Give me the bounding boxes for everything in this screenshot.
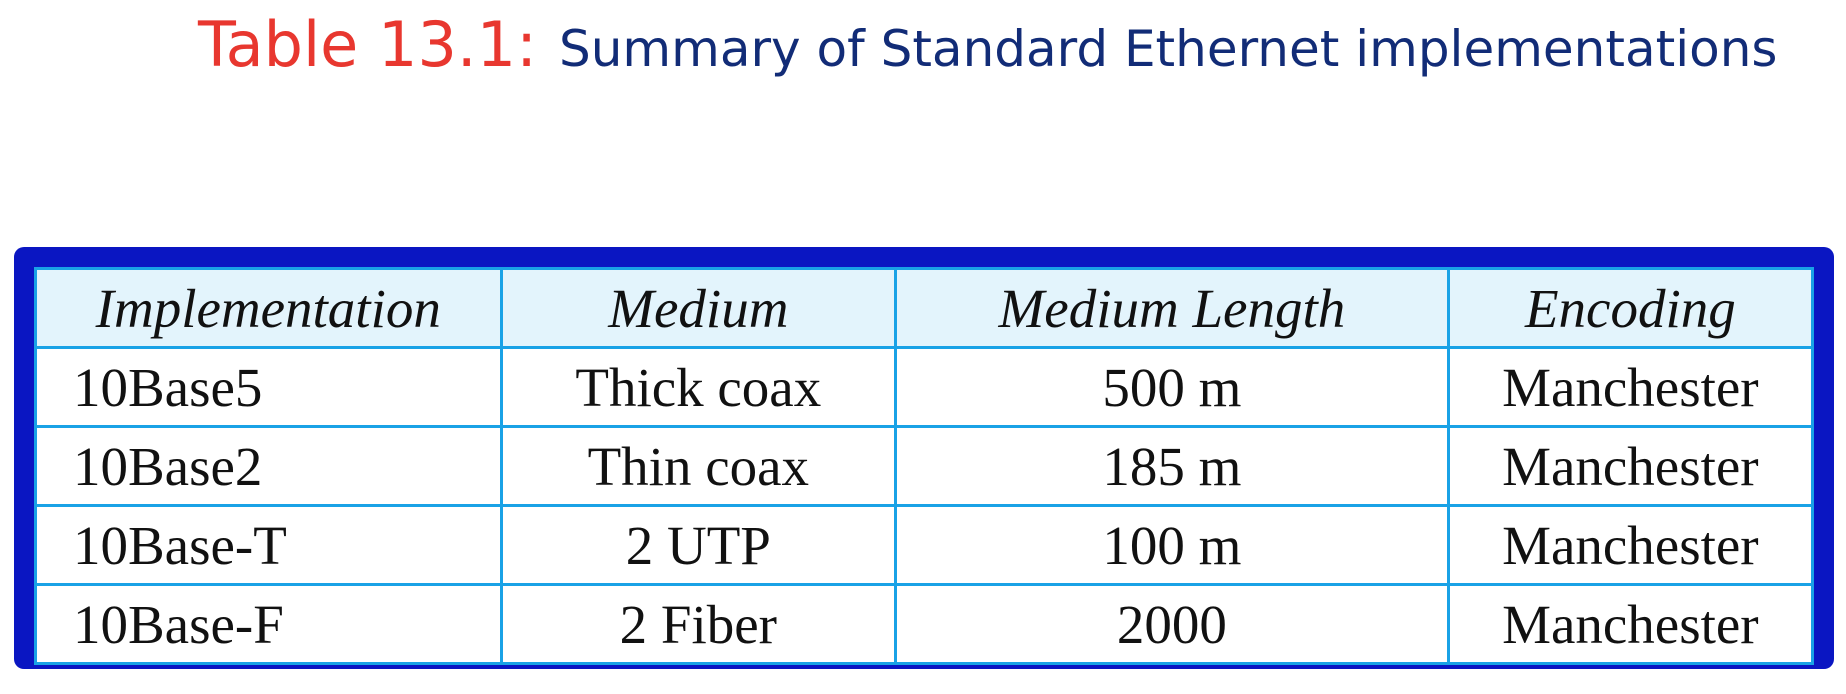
table-row: 10Base-T 2 UTP 100 m Manchester xyxy=(34,504,1815,586)
cell-implementation: 10Base-F xyxy=(34,583,503,665)
table-frame: Implementation Medium Medium Length Enco… xyxy=(14,247,1834,669)
cell-medium: 2 Fiber xyxy=(499,583,898,665)
title-colon: : xyxy=(516,8,537,81)
cell-medium: Thin coax xyxy=(499,425,898,507)
table-caption: Summary of Standard Ethernet implementat… xyxy=(558,20,1778,78)
table-row: 10Base-F 2 Fiber 2000 Manchester xyxy=(34,583,1815,665)
header-medium-length: Medium Length xyxy=(894,267,1450,349)
cell-medium-length: 185 m xyxy=(894,425,1450,507)
cell-medium-length: 2000 xyxy=(894,583,1450,665)
cell-encoding: Manchester xyxy=(1446,346,1815,428)
cell-encoding: Manchester xyxy=(1446,504,1815,586)
ethernet-implementations-table: Implementation Medium Medium Length Enco… xyxy=(34,267,1815,665)
table-row: 10Base2 Thin coax 185 m Manchester xyxy=(34,425,1815,507)
cell-implementation: 10Base-T xyxy=(34,504,503,586)
cell-encoding: Manchester xyxy=(1446,425,1815,507)
table-title: Table 13.1: Summary of Standard Ethernet … xyxy=(198,8,1777,81)
header-row: Implementation Medium Medium Length Enco… xyxy=(34,267,1815,349)
cell-implementation: 10Base2 xyxy=(34,425,503,507)
table-number: Table 13.1 xyxy=(198,8,517,81)
cell-medium-length: 500 m xyxy=(894,346,1450,428)
cell-implementation: 10Base5 xyxy=(34,346,503,428)
header-implementation: Implementation xyxy=(34,267,503,349)
table-row: 10Base5 Thick coax 500 m Manchester xyxy=(34,346,1815,428)
header-encoding: Encoding xyxy=(1446,267,1815,349)
header-medium: Medium xyxy=(499,267,898,349)
cell-medium: Thick coax xyxy=(499,346,898,428)
cell-medium-length: 100 m xyxy=(894,504,1450,586)
cell-encoding: Manchester xyxy=(1446,583,1815,665)
cell-medium: 2 UTP xyxy=(499,504,898,586)
